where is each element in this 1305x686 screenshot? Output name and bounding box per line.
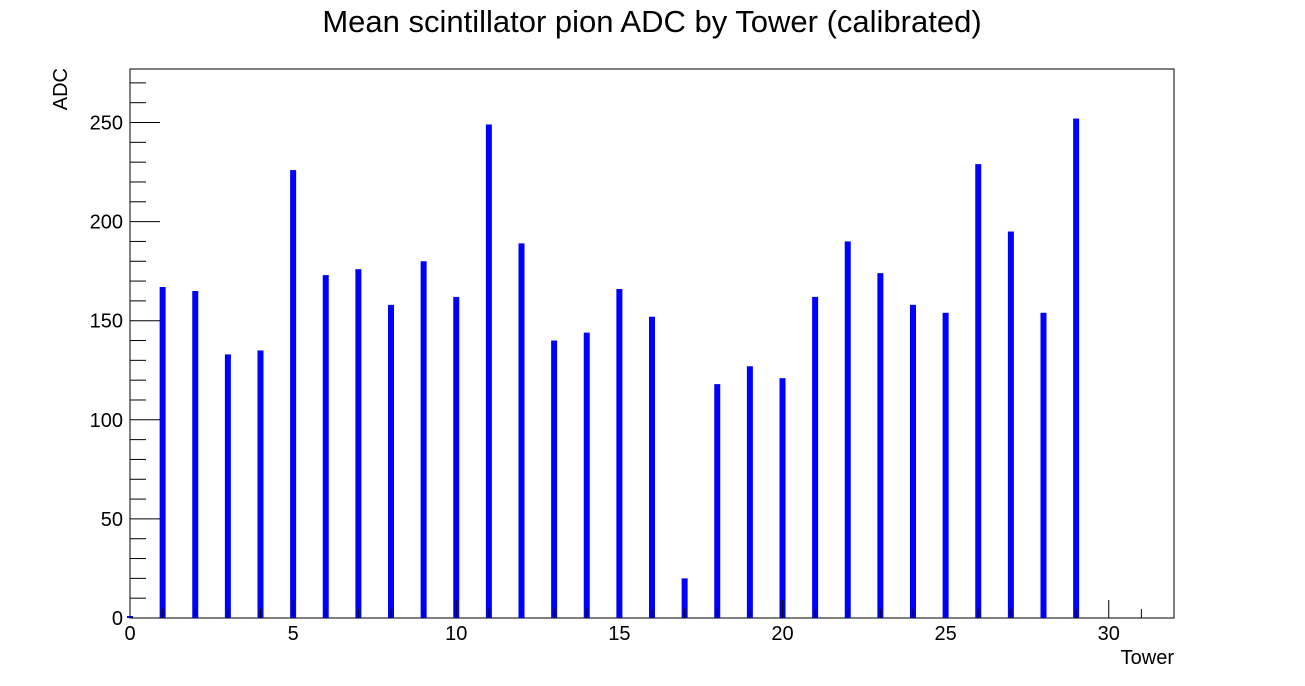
y-tick-label: 0 [112, 608, 123, 630]
bar-tower-27 [1007, 231, 1014, 618]
y-tick-label: 250 [90, 113, 123, 135]
bar-tower-29 [1073, 118, 1080, 619]
bar-tower-21 [812, 296, 819, 618]
bar-tower-2 [192, 290, 199, 618]
bar-tower-3 [224, 354, 231, 618]
bars-group [127, 118, 1080, 619]
bar-tower-14 [583, 332, 590, 618]
bar-tower-13 [551, 340, 558, 618]
bar-tower-12 [518, 243, 525, 618]
x-axis-label: Tower [1121, 647, 1175, 669]
bar-tower-8 [388, 304, 394, 618]
bar-tower-1 [159, 287, 166, 618]
y-axis-label: ADC [50, 68, 72, 110]
bar-tower-6 [322, 275, 329, 618]
x-tick-label: 30 [1098, 623, 1120, 645]
bar-tower-9 [420, 261, 427, 618]
x-tick-label: 10 [445, 623, 467, 645]
bar-tower-24 [910, 304, 916, 618]
bar-tower-5 [290, 170, 297, 618]
y-tick-label: 50 [101, 509, 123, 531]
y-tick-label: 200 [90, 212, 123, 234]
bar-tower-16 [649, 316, 655, 618]
bar-tower-20 [779, 378, 786, 618]
x-tick-label: 0 [124, 623, 135, 645]
x-tick-label: 20 [771, 623, 793, 645]
bar-tower-10 [453, 296, 460, 618]
y-axis-ticks: 0 50 100 150 200 250 [90, 82, 160, 630]
chart-title: Mean scintillator pion ADC by Tower (cal… [322, 4, 981, 39]
bar-tower-18 [714, 384, 721, 618]
bar-tower-11 [485, 124, 492, 619]
bar-tower-4 [257, 350, 264, 618]
x-tick-label: 15 [608, 623, 630, 645]
bar-tower-26 [975, 164, 982, 618]
x-tick-label: 25 [935, 623, 957, 645]
x-tick-label: 5 [288, 623, 299, 645]
bar-tower-22 [844, 241, 851, 618]
bar-tower-28 [1040, 312, 1047, 618]
bar-tower-19 [746, 366, 753, 618]
x-axis-ticks: 0 5 10 15 20 25 30 [124, 600, 1175, 645]
bar-tower-23 [877, 273, 884, 618]
bar-tower-7 [355, 269, 362, 618]
y-tick-label: 150 [90, 311, 123, 333]
bar-tower-25 [942, 312, 949, 618]
y-tick-label: 100 [90, 410, 123, 432]
bar-tower-15 [616, 289, 623, 618]
bar-tower-17 [681, 578, 688, 618]
